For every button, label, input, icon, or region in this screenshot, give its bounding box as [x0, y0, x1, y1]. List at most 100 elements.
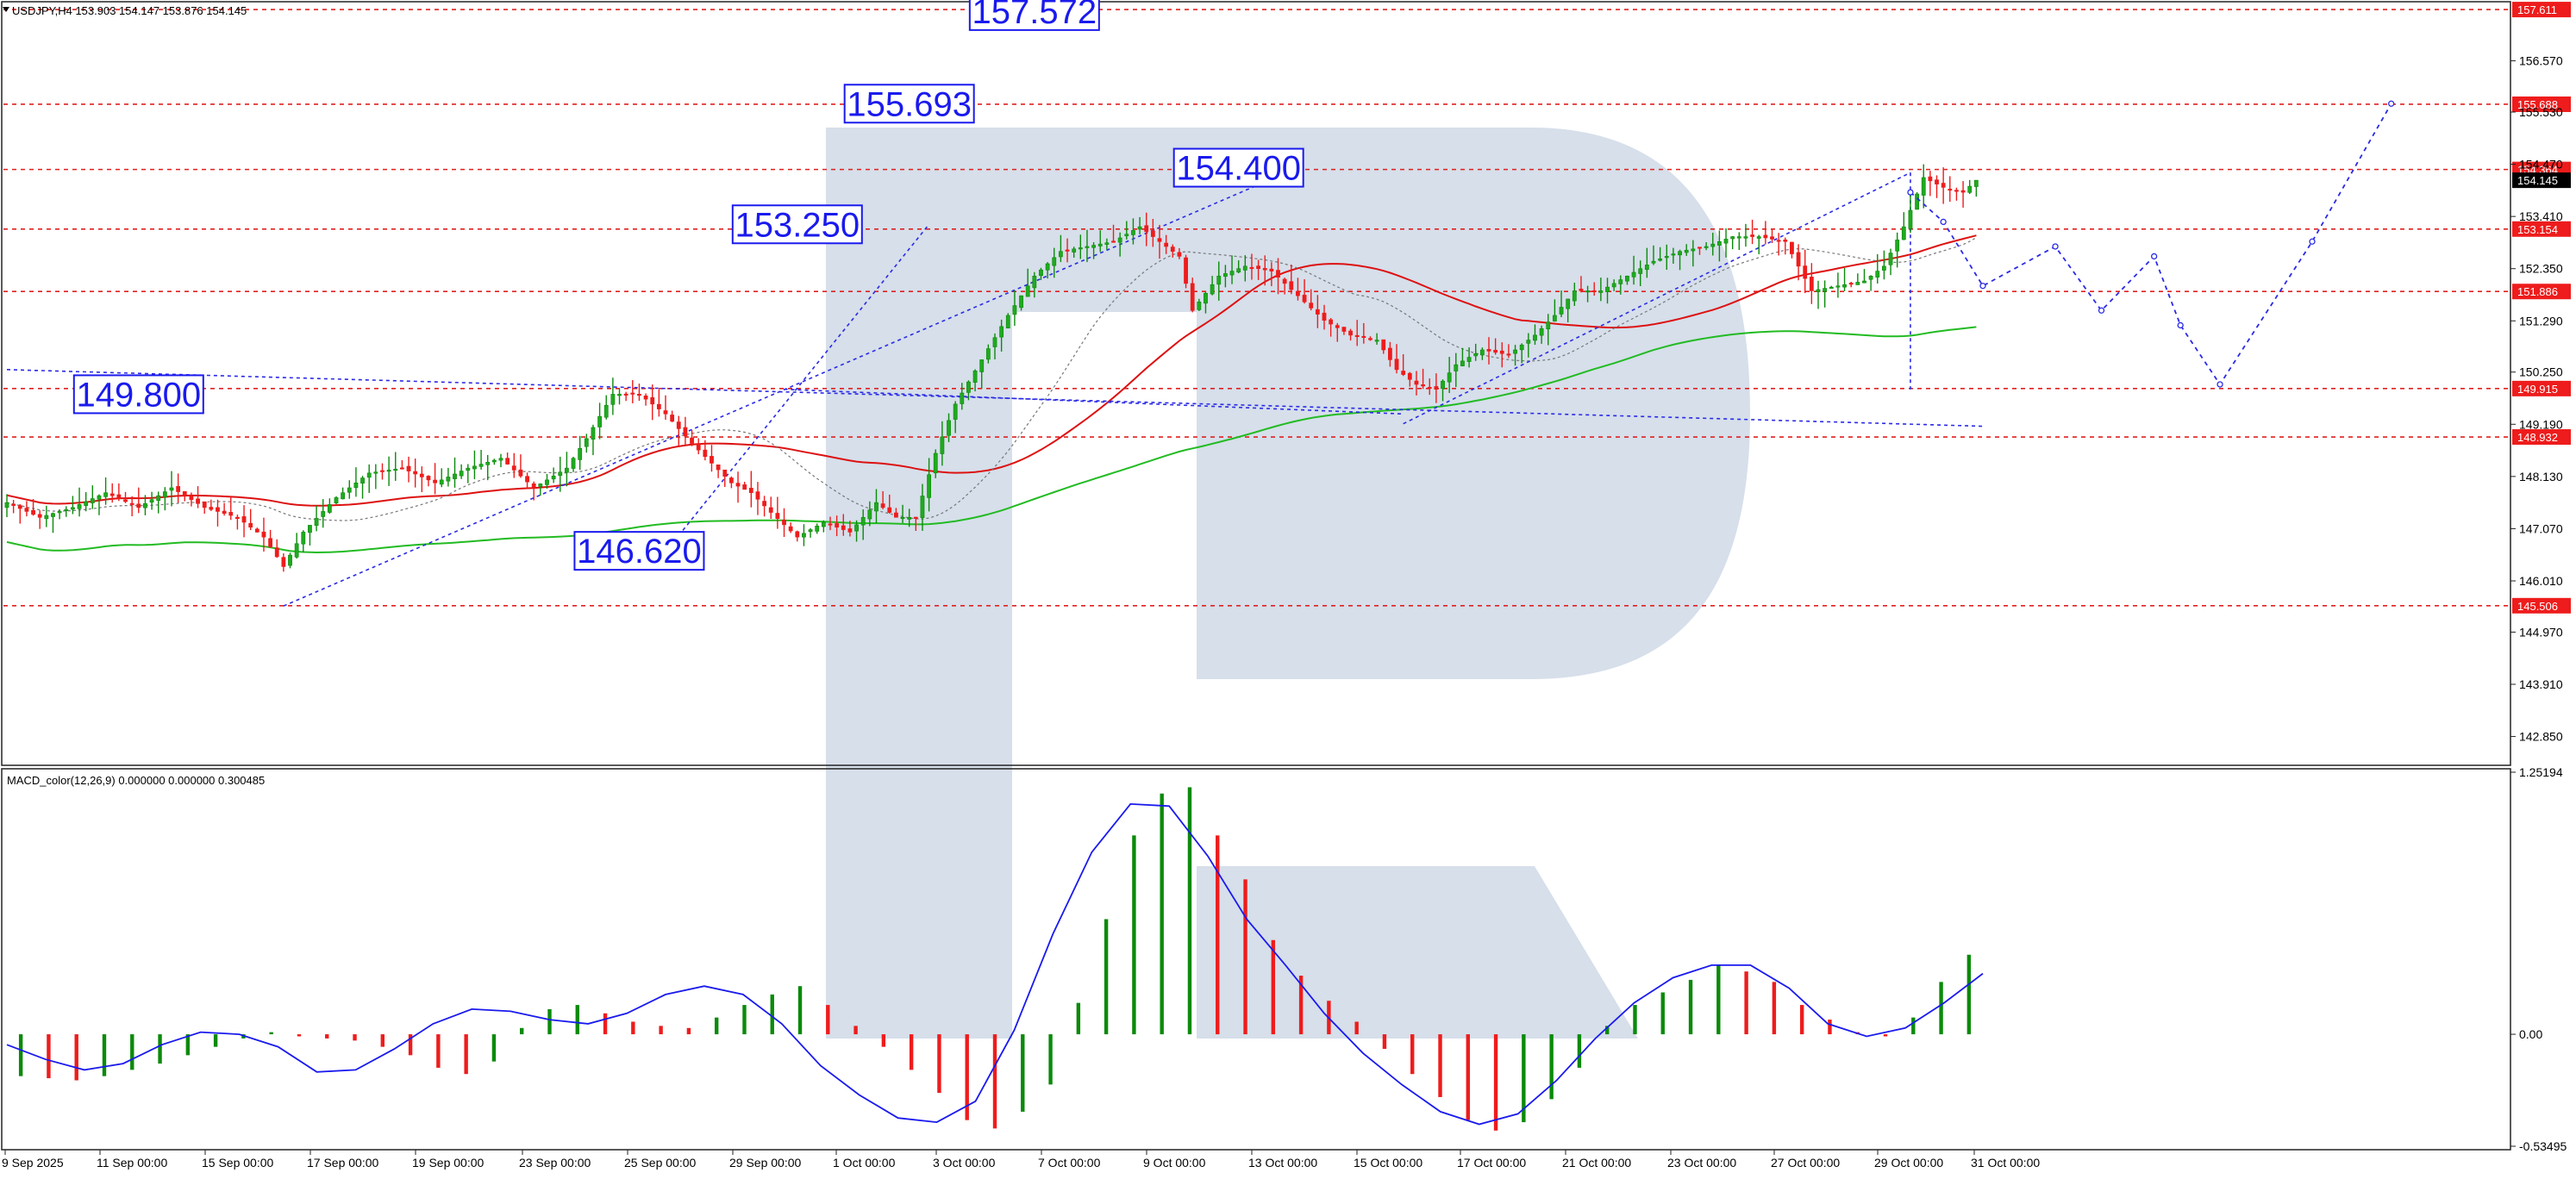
- macd-histogram-bar: [1744, 971, 1748, 1035]
- candle-bear: [1289, 281, 1294, 290]
- symbol-info: USDJPY,H4 153.903 154.147 153.876 154.14…: [12, 4, 247, 17]
- candle-bear: [755, 491, 760, 500]
- candle-bull: [1625, 275, 1629, 282]
- candle-bull: [1533, 334, 1537, 341]
- macd-histogram-bar: [1828, 1020, 1832, 1035]
- candle-bull: [1611, 283, 1616, 288]
- trend-line: [6, 369, 1984, 427]
- price-axis-tick-label: 144.970: [2519, 625, 2563, 639]
- candle-bull: [360, 477, 365, 483]
- macd-histogram-bar: [102, 1034, 107, 1076]
- time-axis-tick-label: 7 Oct 00:00: [1038, 1156, 1101, 1170]
- candle-bull: [1921, 177, 1926, 196]
- candle-bull: [907, 516, 912, 520]
- candle-bear: [426, 476, 431, 481]
- macd-histogram-bar: [714, 1017, 719, 1035]
- macd-histogram-bar: [965, 1034, 969, 1120]
- candle-bull: [1895, 240, 1900, 252]
- price-axis-tick-label: 151.290: [2519, 314, 2563, 328]
- candle-bull: [1058, 251, 1063, 258]
- candle-bull: [341, 492, 346, 500]
- macd-histogram-bar: [353, 1034, 357, 1041]
- candle-bull: [97, 495, 102, 500]
- candle-bear: [847, 528, 853, 533]
- candle-bull: [1973, 179, 1979, 187]
- candle-bull: [538, 483, 543, 487]
- collapse-arrow-icon[interactable]: [3, 7, 9, 12]
- price-annotation-label: 157.572: [972, 0, 1097, 31]
- forecast-node: [2150, 253, 2158, 260]
- candle-bull: [1137, 226, 1142, 230]
- macd-histogram-bar: [491, 1034, 497, 1062]
- candle-bear: [248, 522, 253, 528]
- macd-histogram-bar: [659, 1026, 663, 1035]
- candle-bull: [1835, 285, 1841, 288]
- macd-histogram-bar: [742, 1005, 747, 1035]
- macd-panel-frame: [1, 768, 2511, 1151]
- candle-bull: [1855, 282, 1860, 285]
- price-tag-box: [2512, 96, 2571, 112]
- macd-histogram-bar: [686, 1027, 691, 1035]
- candle-bull: [597, 415, 603, 427]
- candle-bear: [209, 507, 214, 510]
- macd-histogram-bar: [436, 1034, 441, 1068]
- candle-bull: [1546, 321, 1551, 329]
- macd-histogram-bar: [297, 1034, 302, 1037]
- candle-bull: [1915, 193, 1920, 210]
- macd-histogram-bar: [1216, 835, 1220, 1035]
- candle-bear: [663, 410, 668, 415]
- price-axis-tick-label: 156.570: [2519, 54, 2563, 68]
- candle-bear: [762, 501, 767, 507]
- candle-bull: [439, 479, 444, 485]
- candle-bear: [433, 479, 438, 483]
- candle-bear: [637, 394, 641, 396]
- candle-bull: [64, 508, 69, 511]
- macd-histogram-bar: [1243, 879, 1247, 1035]
- candle-bear: [913, 516, 918, 519]
- candle-bull: [1131, 230, 1135, 235]
- candle-bear: [268, 538, 273, 547]
- candle-bear: [1256, 265, 1261, 270]
- candle-bull: [920, 496, 925, 518]
- time-axis-tick-label: 1 Oct 00:00: [833, 1156, 896, 1170]
- macd-histogram-bar: [1298, 976, 1304, 1035]
- candle-bear: [1262, 268, 1267, 271]
- candle-bull: [1566, 298, 1571, 309]
- candle-bull: [802, 533, 806, 538]
- candle-bear: [887, 507, 892, 513]
- candle-bull: [1473, 352, 1479, 357]
- macd-histogram-bar: [1438, 1034, 1442, 1097]
- price-tag-box: [2512, 284, 2571, 300]
- candle-bear: [1177, 252, 1182, 257]
- candle-bull: [1823, 288, 1828, 292]
- candle-bull: [347, 487, 352, 493]
- macd-histogram: [6, 787, 1984, 1131]
- candle-bear: [1354, 334, 1360, 337]
- candle-bull: [985, 348, 991, 360]
- macd-histogram-bar: [1522, 1034, 1526, 1123]
- candle-bear: [1750, 234, 1755, 237]
- candle-bull: [1664, 256, 1669, 259]
- price-axis-tick-label: 146.010: [2519, 574, 2563, 588]
- candle-bull: [947, 420, 951, 436]
- macd-histogram-bar: [603, 1013, 608, 1035]
- candle-bull: [1704, 246, 1709, 248]
- watermark-logo: [826, 128, 1750, 1039]
- macd-histogram-bar: [1604, 1026, 1610, 1035]
- candle-bull: [610, 394, 616, 405]
- price-axis-tick-label: 148.130: [2519, 470, 2563, 483]
- candle-bear: [880, 503, 885, 508]
- candle-bull: [591, 427, 596, 440]
- candle-bull: [571, 458, 576, 469]
- candle-bear: [17, 505, 22, 509]
- macd-histogram-bar: [74, 1034, 78, 1081]
- forecast-node: [2052, 243, 2059, 250]
- macd-histogram-bar: [631, 1021, 635, 1035]
- time-axis-tick-label: 29 Sep 00:00: [729, 1156, 802, 1170]
- macd-axis: 1.25194 0.00 -0.53495: [2510, 765, 2567, 1153]
- candle-bear: [123, 499, 128, 502]
- macd-histogram-bar: [130, 1034, 134, 1070]
- candle-bear: [1276, 270, 1280, 278]
- candle-bull: [143, 502, 147, 508]
